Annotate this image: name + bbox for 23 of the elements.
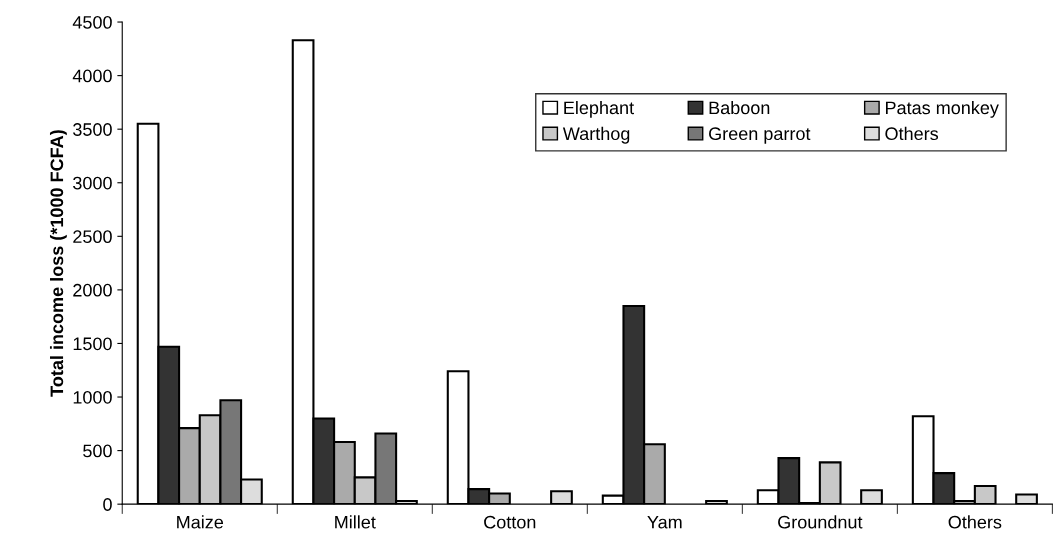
y-tick-label: 0 xyxy=(103,498,112,511)
x-tick-label: Maize xyxy=(177,515,224,529)
legend-label: Elephant xyxy=(564,100,634,118)
y-tick-label: 1000 xyxy=(73,390,112,404)
x-tick-label: Others xyxy=(948,515,1002,529)
y-tick-label: 4500 xyxy=(72,15,112,29)
x-tick-label: Groundnut xyxy=(778,515,863,529)
y-tick-label: 3000 xyxy=(73,176,112,190)
x-tick-label: Millet xyxy=(335,515,376,529)
legend-label: Others xyxy=(885,126,939,141)
x-tick-label: Cotton xyxy=(484,515,536,529)
y-tick-label: 1500 xyxy=(73,337,112,351)
y-tick-label: 3500 xyxy=(73,123,112,136)
legend-label: Patas monkey xyxy=(885,100,999,118)
legend-label: Warthog xyxy=(562,126,630,144)
legend-label: Baboon xyxy=(709,100,770,115)
y-tick-label: 2500 xyxy=(73,230,112,244)
x-tick-label: Yam xyxy=(647,515,682,529)
y-tick-label: 2000 xyxy=(73,283,112,297)
y-axis-title: Total income loss (*1000 FCFA) xyxy=(49,130,67,397)
y-tick-label: 500 xyxy=(83,444,112,458)
legend-label: Green parrot xyxy=(709,127,811,144)
y-tick-label: 4000 xyxy=(72,69,112,83)
